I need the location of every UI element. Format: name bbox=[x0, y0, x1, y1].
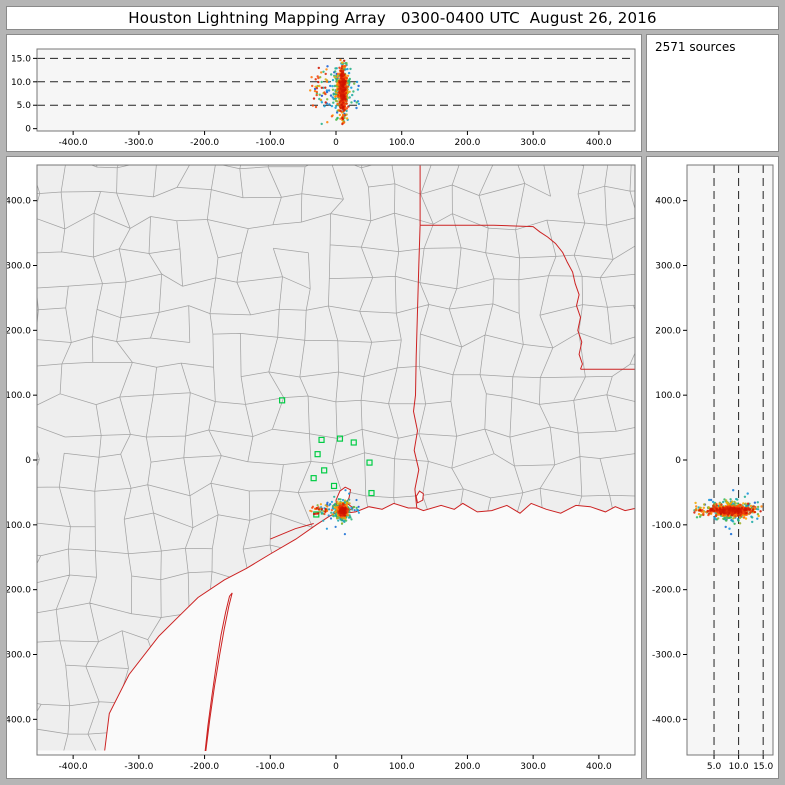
svg-text:0: 0 bbox=[25, 125, 31, 135]
svg-text:5.0: 5.0 bbox=[17, 101, 32, 111]
svg-text:-100.0: -100.0 bbox=[256, 762, 285, 772]
svg-text:300.0: 300.0 bbox=[655, 261, 681, 271]
svg-text:300.0: 300.0 bbox=[7, 261, 31, 271]
svg-text:-200.0: -200.0 bbox=[7, 586, 31, 596]
svg-text:15.0: 15.0 bbox=[753, 762, 773, 772]
svg-text:-200.0: -200.0 bbox=[652, 586, 681, 596]
svg-text:0: 0 bbox=[25, 456, 31, 466]
sources-count: 2571 sources bbox=[655, 40, 736, 54]
altitude-ns-panel: 5.0 10.0 15.0 400.0 300.0 200.0 100.0 0 -100.0 -2… bbox=[646, 156, 779, 779]
svg-text:100.0: 100.0 bbox=[389, 762, 415, 772]
svg-text:-200.0: -200.0 bbox=[190, 138, 219, 148]
svg-text:-300.0: -300.0 bbox=[652, 651, 681, 661]
sources-count-panel: 2571 sources bbox=[646, 34, 779, 152]
svg-text:400.0: 400.0 bbox=[586, 138, 612, 148]
altitude-ew-plot: -400.0 -300.0 -200.0 -100.0 0 100.0 200.0 300.0… bbox=[11, 48, 636, 148]
svg-text:-300.0: -300.0 bbox=[124, 762, 153, 772]
svg-text:-400.0: -400.0 bbox=[59, 762, 88, 772]
svg-text:10.0: 10.0 bbox=[11, 78, 31, 88]
svg-text:-300.0: -300.0 bbox=[7, 651, 31, 661]
svg-text:200.0: 200.0 bbox=[455, 762, 481, 772]
svg-text:-400.0: -400.0 bbox=[59, 138, 88, 148]
svg-text:-400.0: -400.0 bbox=[7, 715, 31, 725]
svg-text:15.0: 15.0 bbox=[11, 54, 31, 64]
page-title: Houston Lightning Mapping Array 0300-040… bbox=[128, 9, 657, 27]
svg-text:0: 0 bbox=[675, 456, 681, 466]
svg-text:300.0: 300.0 bbox=[520, 762, 546, 772]
svg-text:5.0: 5.0 bbox=[707, 762, 722, 772]
svg-text:-200.0: -200.0 bbox=[190, 762, 219, 772]
svg-text:100.0: 100.0 bbox=[389, 138, 415, 148]
plan-view-plot: -400.0 -300.0 -200.0 -100.0 0 100.0 200.0 300.0… bbox=[7, 164, 636, 772]
svg-text:200.0: 200.0 bbox=[7, 326, 31, 336]
svg-text:10.0: 10.0 bbox=[729, 762, 749, 772]
svg-text:100.0: 100.0 bbox=[7, 391, 31, 401]
svg-text:400.0: 400.0 bbox=[586, 762, 612, 772]
svg-text:-300.0: -300.0 bbox=[124, 138, 153, 148]
svg-text:-100.0: -100.0 bbox=[256, 138, 285, 148]
svg-text:200.0: 200.0 bbox=[655, 326, 681, 336]
svg-text:400.0: 400.0 bbox=[7, 197, 31, 207]
svg-text:0: 0 bbox=[333, 138, 339, 148]
plan-view-panel: -400.0 -300.0 -200.0 -100.0 0 100.0 200.0 300.0… bbox=[6, 156, 642, 779]
svg-text:100.0: 100.0 bbox=[655, 391, 681, 401]
altitude-ew-panel: -400.0 -300.0 -200.0 -100.0 0 100.0 200.0 300.0… bbox=[6, 34, 642, 152]
svg-text:200.0: 200.0 bbox=[455, 138, 481, 148]
svg-text:0: 0 bbox=[333, 762, 339, 772]
title-bar: Houston Lightning Mapping Array 0300-040… bbox=[6, 6, 779, 30]
svg-text:400.0: 400.0 bbox=[655, 197, 681, 207]
svg-text:300.0: 300.0 bbox=[520, 138, 546, 148]
svg-text:-100.0: -100.0 bbox=[652, 521, 681, 531]
altitude-ns-plot: 5.0 10.0 15.0 400.0 300.0 200.0 100.0 0 -100.0 -2… bbox=[652, 164, 774, 772]
svg-text:-400.0: -400.0 bbox=[652, 715, 681, 725]
svg-text:-100.0: -100.0 bbox=[7, 521, 31, 531]
